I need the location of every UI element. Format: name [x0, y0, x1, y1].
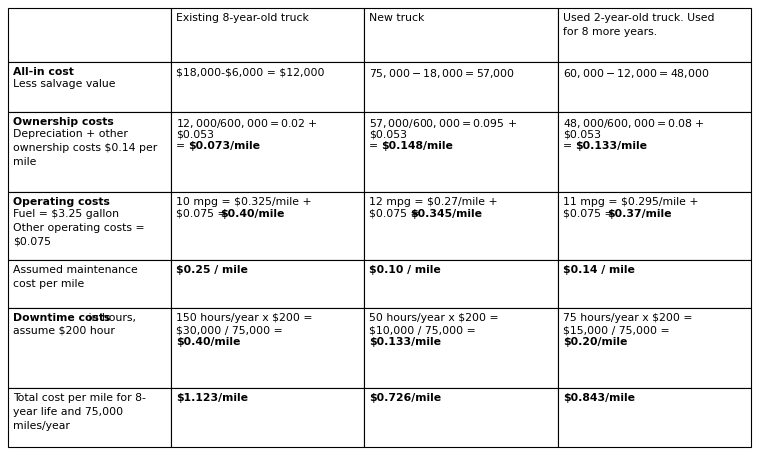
Text: $0.37/mile: $0.37/mile	[606, 209, 671, 219]
Text: $48,000/600,000 = $0.08 +: $48,000/600,000 = $0.08 +	[562, 117, 704, 131]
Text: Depreciation + other
ownership costs $0.14 per
mile: Depreciation + other ownership costs $0.…	[13, 129, 157, 167]
Bar	[8, 192, 172, 260]
Bar	[8, 388, 172, 447]
Text: $57,000/600,000 = $0.095 +: $57,000/600,000 = $0.095 +	[370, 117, 518, 131]
Bar	[558, 192, 751, 260]
Text: $0.148/mile: $0.148/mile	[382, 141, 453, 151]
Text: 11 mpg = $0.295/mile +: 11 mpg = $0.295/mile +	[562, 197, 698, 207]
Text: $12,000/600,000 = $0.02 +: $12,000/600,000 = $0.02 +	[176, 117, 318, 131]
Text: $0.726/mile: $0.726/mile	[370, 393, 442, 403]
Bar	[172, 62, 364, 112]
Text: 150 hours/year x $200 =: 150 hours/year x $200 =	[176, 313, 313, 324]
Bar	[8, 8, 172, 62]
Text: 10 mpg = $0.325/mile +: 10 mpg = $0.325/mile +	[176, 197, 312, 207]
Text: 50 hours/year x $200 =: 50 hours/year x $200 =	[370, 313, 499, 324]
Text: in hours,: in hours,	[85, 313, 136, 324]
Text: $30,000 / 75,000 =: $30,000 / 75,000 =	[176, 325, 283, 335]
Bar	[8, 260, 172, 308]
Text: New truck: New truck	[370, 13, 425, 23]
Bar	[558, 260, 751, 308]
Bar	[364, 260, 558, 308]
Bar	[172, 308, 364, 388]
Text: Total cost per mile for 8-
year life and 75,000
miles/year: Total cost per mile for 8- year life and…	[13, 393, 146, 431]
Bar	[172, 260, 364, 308]
Text: Existing 8-year-old truck: Existing 8-year-old truck	[176, 13, 309, 23]
Text: $0.133/mile: $0.133/mile	[575, 141, 647, 151]
Text: $0.20/mile: $0.20/mile	[562, 337, 627, 347]
Text: $0.073/mile: $0.073/mile	[188, 141, 260, 151]
Bar	[558, 8, 751, 62]
Text: =: =	[562, 141, 575, 151]
Text: $0.133/mile: $0.133/mile	[370, 337, 442, 347]
Bar	[558, 308, 751, 388]
Text: $0.843/mile: $0.843/mile	[562, 393, 635, 403]
Bar	[364, 192, 558, 260]
Text: Downtime costs: Downtime costs	[13, 313, 110, 324]
Bar	[364, 112, 558, 192]
Bar	[364, 388, 558, 447]
Text: Assumed maintenance
cost per mile: Assumed maintenance cost per mile	[13, 265, 137, 289]
Text: $10,000 / 75,000 =: $10,000 / 75,000 =	[370, 325, 476, 335]
Text: $0.25 / mile: $0.25 / mile	[176, 265, 248, 275]
Text: $1.123/mile: $1.123/mile	[176, 393, 248, 403]
Text: $0.10 / mile: $0.10 / mile	[370, 265, 441, 275]
Bar	[558, 62, 751, 112]
Text: Used 2-year-old truck. Used
for 8 more years.: Used 2-year-old truck. Used for 8 more y…	[562, 13, 714, 37]
Text: $0.053: $0.053	[370, 129, 408, 139]
Text: $0.075 =: $0.075 =	[370, 209, 420, 219]
Text: 12 mpg = $0.27/mile +: 12 mpg = $0.27/mile +	[370, 197, 498, 207]
Text: $0.14 / mile: $0.14 / mile	[562, 265, 635, 275]
Bar	[558, 112, 751, 192]
Text: $15,000 / 75,000 =: $15,000 / 75,000 =	[562, 325, 669, 335]
Bar	[172, 192, 364, 260]
Text: $0.40/mile: $0.40/mile	[220, 209, 285, 219]
Bar	[558, 388, 751, 447]
Bar	[172, 112, 364, 192]
Text: Operating costs: Operating costs	[13, 197, 110, 207]
Text: $0.075 =: $0.075 =	[562, 209, 617, 219]
Text: $18,000-$6,000 = $12,000: $18,000-$6,000 = $12,000	[176, 67, 325, 77]
Bar	[8, 308, 172, 388]
Text: $0.053: $0.053	[562, 129, 600, 139]
Text: $75,000-18,000 = $57,000: $75,000-18,000 = $57,000	[370, 67, 515, 80]
Bar	[364, 308, 558, 388]
Text: =: =	[176, 141, 189, 151]
Bar	[364, 62, 558, 112]
Bar	[8, 112, 172, 192]
Text: Ownership costs: Ownership costs	[13, 117, 114, 127]
Text: $0.40/mile: $0.40/mile	[176, 337, 241, 347]
Text: =: =	[370, 141, 382, 151]
Bar	[172, 8, 364, 62]
Text: assume $200 hour: assume $200 hour	[13, 325, 115, 335]
Bar	[172, 388, 364, 447]
Bar	[8, 62, 172, 112]
Text: $0.075 =: $0.075 =	[176, 209, 230, 219]
Text: $60,000- 12,000 = $48,000: $60,000- 12,000 = $48,000	[562, 67, 709, 80]
Text: Fuel = $3.25 gallon
Other operating costs =
$0.075: Fuel = $3.25 gallon Other operating cost…	[13, 209, 145, 247]
Text: 75 hours/year x $200 =: 75 hours/year x $200 =	[562, 313, 692, 324]
Text: $0.345/mile: $0.345/mile	[411, 209, 483, 219]
Bar	[364, 8, 558, 62]
Text: $0.053: $0.053	[176, 129, 214, 139]
Text: Less salvage value: Less salvage value	[13, 79, 115, 89]
Text: All-in cost: All-in cost	[13, 67, 74, 77]
